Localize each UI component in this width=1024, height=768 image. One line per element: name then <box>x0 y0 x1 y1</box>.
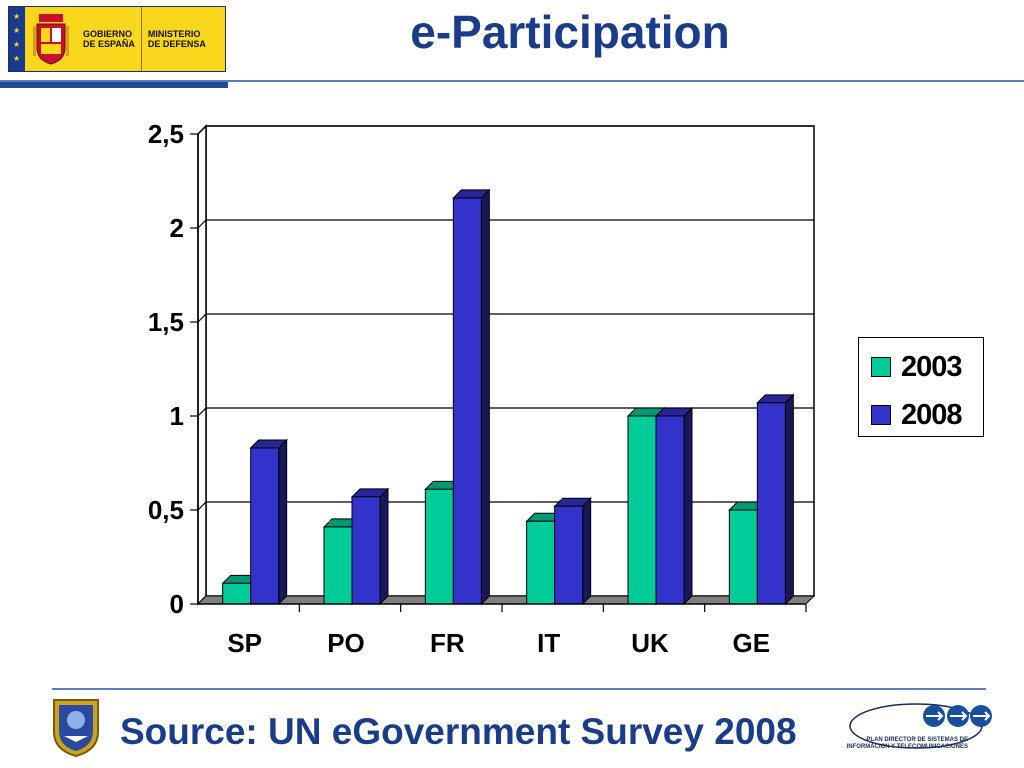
bar-front <box>627 415 657 605</box>
bar-front <box>526 520 556 605</box>
gridline <box>197 219 814 229</box>
header-divider <box>0 80 1024 82</box>
gridline <box>197 313 814 323</box>
y-tick-label: 0,5 <box>148 495 184 525</box>
gridline <box>197 501 814 511</box>
legend-swatch-2003 <box>871 357 891 377</box>
x-tick-label-sp: SP <box>227 628 262 658</box>
gridline <box>197 125 814 135</box>
y-tick-label: 1 <box>170 401 184 431</box>
bar-front <box>452 197 482 605</box>
bar-front <box>728 509 758 605</box>
y-tick-label: 2 <box>170 213 184 243</box>
defense-badge-icon <box>52 696 100 758</box>
bar-side <box>582 497 592 606</box>
plot-back-wall <box>205 125 815 597</box>
logo-gobierno: GOBIERNO DE ESPAÑA <box>77 7 142 71</box>
x-tick-label-ge: GE <box>733 628 771 658</box>
bar-side <box>480 188 490 606</box>
bar-front <box>756 402 786 605</box>
x-tick-label-uk: UK <box>631 628 669 658</box>
bar-front <box>351 496 381 605</box>
x-tick-label-fr: FR <box>430 628 465 658</box>
y-tick-label: 1,5 <box>148 307 184 337</box>
x-tick-label-it: IT <box>537 628 560 658</box>
plan-director-logo-icon <box>846 700 996 762</box>
plan-director-logo-text: PLAN DIRECTOR DE SISTEMAS DE INFORMACION… <box>846 737 968 750</box>
bar-ge-2008 <box>756 393 795 606</box>
eu-stars-icon: ★ ★ ★ ★ <box>9 7 25 71</box>
chart-legend: 2003 2008 <box>858 337 984 437</box>
x-tick-label-po: PO <box>327 628 365 658</box>
bar-side <box>278 438 288 606</box>
logo-ministerio: MINISTERIO DE DEFENSA <box>147 29 206 49</box>
page-title: e-Participation <box>410 6 730 58</box>
coat-of-arms-icon <box>25 7 77 71</box>
bar-uk-2008 <box>654 406 694 606</box>
bar-side <box>683 406 693 606</box>
bar-front <box>655 415 685 605</box>
bar-fr-2008 <box>452 188 491 606</box>
legend-label-2008: 2008 <box>901 399 963 431</box>
bar-side <box>784 393 794 606</box>
plot-floor <box>196 595 816 605</box>
bar-front <box>554 505 584 605</box>
bar-front <box>424 488 454 605</box>
bar-front <box>222 582 252 605</box>
bar-sp-2008 <box>249 438 288 606</box>
bar-sp-2003 <box>221 574 260 606</box>
footer-divider <box>52 688 986 690</box>
legend-item-2003: 2003 <box>871 351 963 383</box>
bar-front <box>323 526 353 605</box>
bar-side <box>379 487 389 606</box>
source-citation: Source: UN eGovernment Survey 2008 <box>120 711 797 752</box>
header-divider-accent <box>0 82 228 88</box>
legend-label-2003: 2003 <box>901 351 963 383</box>
legend-item-2008: 2008 <box>871 399 963 431</box>
legend-swatch-2008 <box>871 405 891 425</box>
government-logo: ★ ★ ★ ★ GOBIERNO DE ESPAÑA MINISTERIO DE D… <box>8 6 226 72</box>
bar-it-2008 <box>553 497 592 606</box>
bar-po-2008 <box>350 487 390 606</box>
y-tick-label: 2,5 <box>148 119 184 149</box>
plot-side-wall <box>197 124 207 606</box>
gridline <box>197 407 814 417</box>
bar-front <box>250 447 280 605</box>
flag-strip: ★ ★ ★ ★ <box>9 7 25 71</box>
y-tick-label: 0 <box>170 589 184 619</box>
